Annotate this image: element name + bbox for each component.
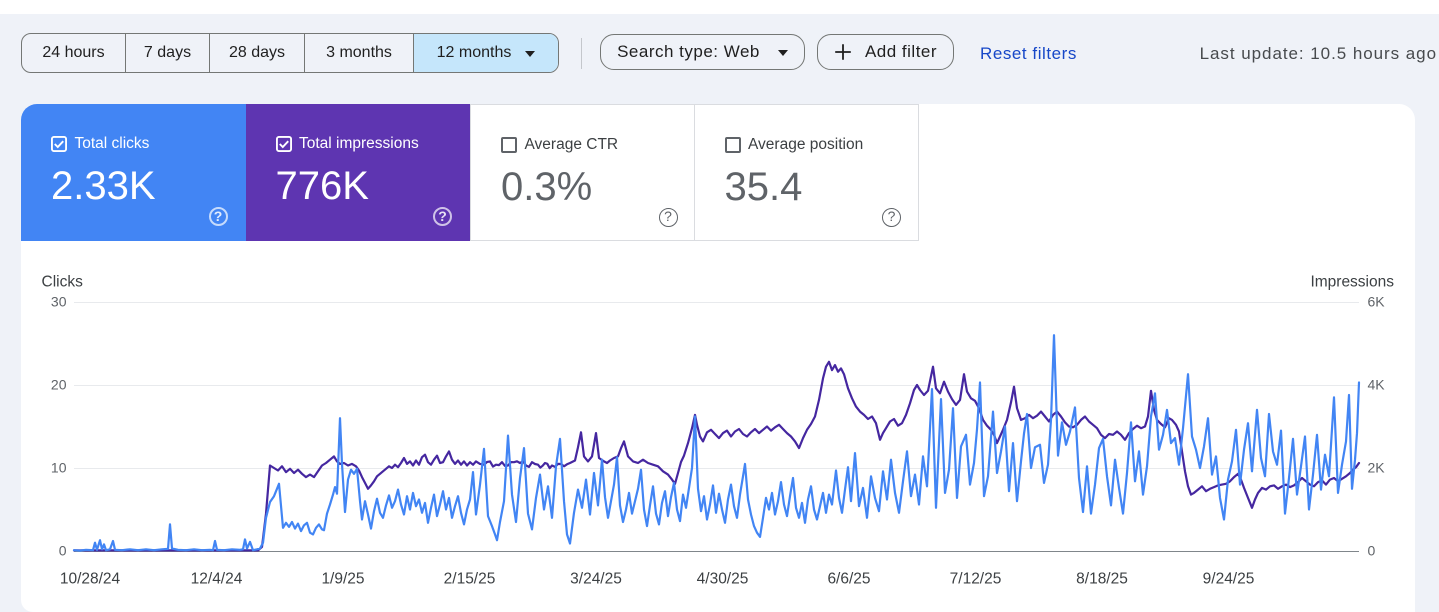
svg-text:6K: 6K [1368, 294, 1386, 310]
svg-text:10: 10 [51, 460, 67, 476]
svg-text:20: 20 [51, 377, 67, 393]
svg-text:4/30/25: 4/30/25 [697, 571, 749, 588]
svg-text:9/24/25: 9/24/25 [1203, 571, 1255, 588]
svg-text:10/28/24: 10/28/24 [60, 571, 121, 588]
svg-text:Clicks: Clicks [42, 274, 84, 291]
svg-text:0: 0 [59, 543, 67, 559]
svg-text:3/24/25: 3/24/25 [570, 571, 622, 588]
svg-text:4K: 4K [1368, 377, 1386, 393]
svg-text:7/12/25: 7/12/25 [950, 571, 1002, 588]
svg-text:6/6/25: 6/6/25 [827, 571, 870, 588]
svg-text:1/9/25: 1/9/25 [321, 571, 364, 588]
svg-text:Impressions: Impressions [1310, 274, 1394, 291]
svg-text:2/15/25: 2/15/25 [444, 571, 496, 588]
svg-text:30: 30 [51, 294, 67, 310]
svg-text:2K: 2K [1368, 460, 1386, 476]
svg-text:8/18/25: 8/18/25 [1076, 571, 1128, 588]
svg-text:0: 0 [1368, 543, 1376, 559]
svg-text:12/4/24: 12/4/24 [191, 571, 243, 588]
